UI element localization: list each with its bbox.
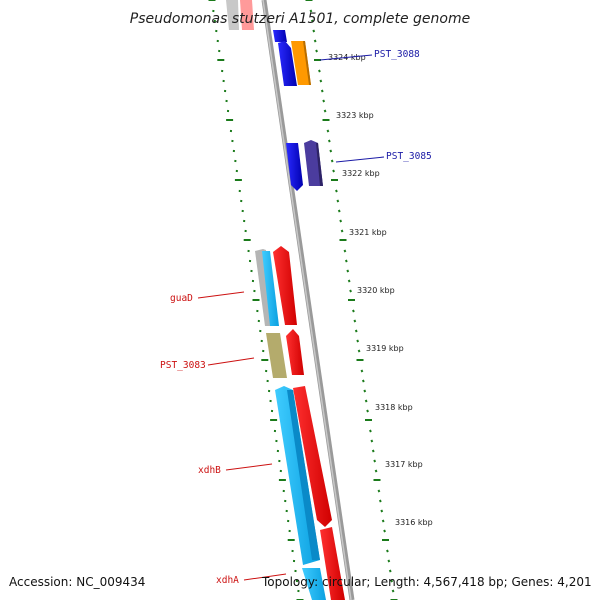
minor-tick bbox=[354, 329, 358, 333]
gene-red-2[interactable] bbox=[286, 329, 304, 375]
gene-top-pink[interactable] bbox=[240, 0, 254, 30]
ruler-label-3323: 3323 kbp bbox=[336, 111, 374, 120]
genome-backbone bbox=[261, 0, 355, 600]
minor-tick bbox=[374, 469, 378, 473]
right-tick-track bbox=[305, 0, 398, 600]
minor-tick bbox=[361, 379, 365, 383]
gene-olive-pst3083[interactable] bbox=[266, 333, 287, 378]
gene-blue-1[interactable] bbox=[273, 30, 287, 42]
minor-tick bbox=[357, 349, 361, 353]
minor-tick bbox=[340, 229, 344, 233]
minor-tick bbox=[343, 249, 347, 253]
gene-cyan-guaD[interactable] bbox=[262, 251, 279, 326]
minor-tick bbox=[364, 399, 368, 403]
minor-tick bbox=[329, 149, 333, 153]
minor-tick bbox=[315, 49, 318, 53]
minor-tick bbox=[381, 519, 385, 523]
minor-tick bbox=[391, 589, 395, 593]
minor-tick bbox=[349, 289, 352, 293]
left-tick-track bbox=[208, 0, 304, 600]
gene-red-xdhB[interactable] bbox=[293, 386, 332, 527]
gene-label-pst3088[interactable]: PST_3088 bbox=[374, 49, 420, 60]
gene-label-pst3085[interactable]: PST_3085 bbox=[386, 151, 432, 162]
minor-tick bbox=[319, 79, 323, 83]
minor-tick bbox=[369, 429, 372, 433]
minor-tick bbox=[335, 189, 338, 193]
minor-tick bbox=[347, 279, 351, 283]
gene-indigo-pst3085[interactable] bbox=[304, 140, 323, 186]
minor-tick bbox=[383, 529, 386, 533]
minor-tick bbox=[387, 559, 391, 563]
gene-orange-pst3088[interactable] bbox=[291, 41, 311, 85]
minor-tick bbox=[344, 259, 348, 263]
gene-red-xdhA[interactable] bbox=[320, 527, 345, 600]
minor-tick bbox=[332, 169, 335, 173]
minor-tick bbox=[366, 409, 369, 413]
minor-tick bbox=[371, 449, 375, 453]
minor-tick bbox=[363, 389, 367, 393]
minor-tick bbox=[373, 459, 377, 463]
minor-tick bbox=[337, 209, 341, 213]
minor-tick bbox=[380, 509, 384, 513]
ruler-label-3321: 3321 kbp bbox=[349, 228, 387, 237]
gene-cyan-xdhA[interactable] bbox=[302, 568, 326, 600]
ruler-label-3320: 3320 kbp bbox=[357, 286, 395, 295]
ruler-label-3317: 3317 kbp bbox=[385, 460, 423, 469]
minor-tick bbox=[377, 489, 381, 493]
ruler-label-3316: 3316 kbp bbox=[395, 518, 433, 527]
ruler-label-3318: 3318 kbp bbox=[375, 403, 413, 412]
minor-tick bbox=[339, 219, 343, 223]
minor-tick bbox=[330, 159, 334, 163]
minor-tick bbox=[360, 369, 364, 373]
genome-title: Pseudomonas stutzeri A1501, complete gen… bbox=[130, 11, 470, 27]
minor-tick bbox=[312, 29, 316, 33]
minor-tick bbox=[336, 199, 340, 203]
minor-tick bbox=[352, 309, 355, 313]
minor-tick bbox=[378, 499, 382, 503]
minor-tick bbox=[386, 549, 389, 553]
minor-tick bbox=[353, 319, 357, 323]
minor-tick bbox=[310, 19, 314, 23]
minor-tick bbox=[323, 109, 327, 113]
minor-tick bbox=[326, 129, 330, 133]
minor-tick bbox=[309, 9, 313, 13]
ruler-label-3319: 3319 kbp bbox=[366, 344, 404, 353]
minor-tick bbox=[327, 139, 331, 143]
label-leader-lines bbox=[197, 54, 385, 581]
minor-tick bbox=[370, 439, 374, 443]
minor-tick bbox=[318, 69, 321, 73]
gene-label-guaD[interactable]: guaD bbox=[170, 293, 193, 304]
gene-red-1[interactable] bbox=[273, 246, 297, 325]
gene-cyan-xdhB[interactable] bbox=[275, 386, 320, 565]
kbp-ruler: 3324 kbp 3323 kbp 3322 kbp 3321 kbp 3320… bbox=[328, 53, 433, 527]
minor-tick bbox=[346, 269, 350, 273]
gene-label-pst3083[interactable]: PST_3083 bbox=[160, 360, 206, 371]
accession-text: Accession: NC_009434 bbox=[9, 575, 145, 589]
minor-tick bbox=[388, 569, 392, 573]
minor-tick bbox=[313, 39, 317, 43]
ruler-label-3322: 3322 kbp bbox=[342, 169, 380, 178]
gene-blue-3[interactable] bbox=[286, 143, 303, 191]
minor-tick bbox=[320, 89, 324, 93]
topology-text: Topology: circular; Length: 4,567,418 bp… bbox=[261, 575, 592, 589]
gene-top-gray[interactable] bbox=[226, 0, 239, 30]
minor-tick bbox=[390, 579, 394, 583]
gene-label-xdhB[interactable]: xdhB bbox=[198, 465, 221, 476]
gene-label-xdhA[interactable]: xdhA bbox=[216, 575, 239, 586]
minor-tick bbox=[322, 99, 326, 103]
gene-blue-2[interactable] bbox=[278, 41, 297, 86]
minor-tick bbox=[356, 339, 360, 343]
